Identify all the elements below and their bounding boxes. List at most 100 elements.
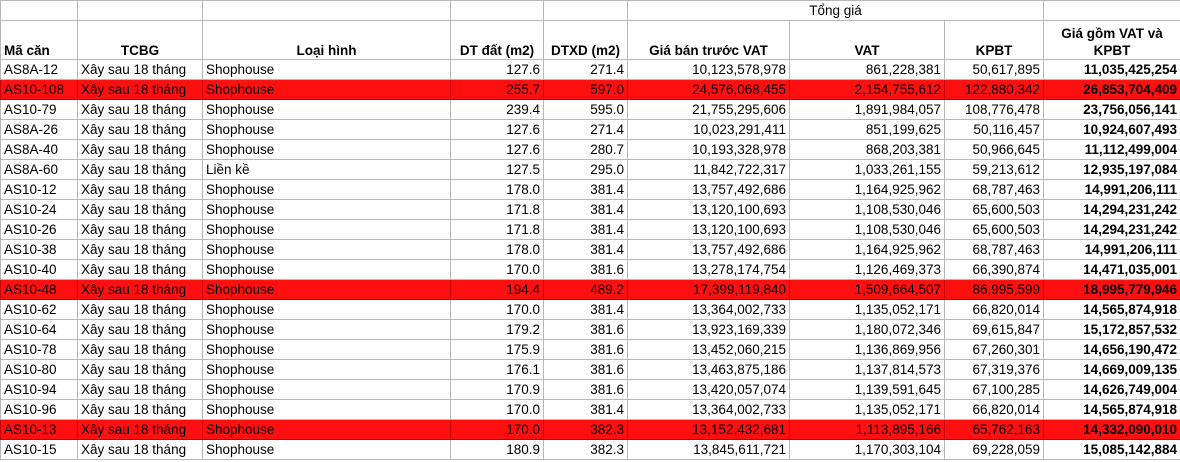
- cell-tcbg: Xây sau 18 tháng: [77, 319, 203, 340]
- header-kpbt: KPBT: [943, 20, 1045, 60]
- cell-gia-ban-truoc-vat: 13,120,100,693: [627, 219, 790, 240]
- cell-dt-dat: 176.1: [450, 359, 544, 380]
- cell-kpbt: 66,820,014: [943, 399, 1045, 420]
- cell-loai-hinh: Shophouse: [202, 179, 451, 200]
- header-loai-hinh: Loại hình: [202, 20, 451, 60]
- blank-cell: [77, 0, 203, 21]
- cell-gia-ban-truoc-vat: 24,576,068,455: [627, 79, 790, 100]
- header-tcbg: TCBG: [77, 20, 203, 60]
- cell-kpbt: 86,995,599: [943, 279, 1045, 300]
- table-row: AS8A-60 Xây sau 18 tháng Liền kề 127.5 295.0…: [0, 159, 1180, 180]
- cell-ma-can: AS10-78: [0, 339, 78, 360]
- cell-loai-hinh: Shophouse: [202, 59, 451, 80]
- cell-ma-can: AS10-79: [0, 99, 78, 120]
- cell-dtxd: 271.4: [543, 59, 628, 80]
- cell-vat: 868,203,381: [789, 139, 945, 160]
- cell-kpbt: 66,390,874: [943, 259, 1045, 280]
- cell-dt-dat: 127.5: [450, 159, 544, 180]
- table-row: AS10-13 Xây sau 18 tháng Shophouse 170.0 382…: [0, 419, 1180, 440]
- cell-tcbg: Xây sau 18 tháng: [77, 79, 203, 100]
- cell-gia-ban-truoc-vat: 13,152,432,681: [627, 419, 790, 440]
- cell-gia-gom-vat-kpbt: 26,853,704,409: [1043, 79, 1180, 100]
- cell-dt-dat: 170.0: [450, 299, 544, 320]
- cell-gia-ban-truoc-vat: 13,120,100,693: [627, 199, 790, 220]
- cell-dt-dat: 178.0: [450, 179, 544, 200]
- table-row: AS10-62 Xây sau 18 tháng Shophouse 170.0 381…: [0, 299, 1180, 320]
- cell-gia-gom-vat-kpbt: 14,991,206,111: [1043, 239, 1180, 260]
- cell-gia-gom-vat-kpbt: 12,935,197,084: [1043, 159, 1180, 180]
- table-row: AS10-15 Xây sau 18 tháng Shophouse 180.9 382…: [0, 439, 1180, 460]
- cell-dt-dat: 175.9: [450, 339, 544, 360]
- cell-vat: 1,033,261,155: [789, 159, 945, 180]
- cell-dtxd: 381.6: [543, 259, 628, 280]
- table-row: AS10-40 Xây sau 18 tháng Shophouse 170.0 381…: [0, 259, 1180, 280]
- group-header-row: Tổng giá: [0, 0, 1180, 21]
- cell-tcbg: Xây sau 18 tháng: [77, 439, 203, 460]
- cell-gia-ban-truoc-vat: 21,755,295,606: [627, 99, 790, 120]
- cell-dt-dat: 171.8: [450, 219, 544, 240]
- cell-loai-hinh: Shophouse: [202, 259, 451, 280]
- cell-loai-hinh: Shophouse: [202, 339, 451, 360]
- cell-tcbg: Xây sau 18 tháng: [77, 139, 203, 160]
- cell-ma-can: AS10-94: [0, 379, 78, 400]
- cell-vat: 1,164,925,962: [789, 179, 945, 200]
- cell-tcbg: Xây sau 18 tháng: [77, 399, 203, 420]
- cell-vat: 1,136,869,956: [789, 339, 945, 360]
- column-header-row: Mã căn TCBG Loại hình DT đất (m2) DTXD (…: [0, 20, 1180, 60]
- cell-gia-gom-vat-kpbt: 14,656,190,472: [1043, 339, 1180, 360]
- cell-loai-hinh: Shophouse: [202, 119, 451, 140]
- cell-kpbt: 122,880,342: [943, 79, 1045, 100]
- blank-cell: [0, 0, 78, 21]
- cell-vat: 1,139,591,645: [789, 379, 945, 400]
- cell-tcbg: Xây sau 18 tháng: [77, 59, 203, 80]
- cell-dt-dat: 178.0: [450, 239, 544, 260]
- cell-loai-hinh: Shophouse: [202, 299, 451, 320]
- table-row: AS10-80 Xây sau 18 tháng Shophouse 176.1 381…: [0, 359, 1180, 380]
- cell-tcbg: Xây sau 18 tháng: [77, 259, 203, 280]
- cell-ma-can: AS10-96: [0, 399, 78, 420]
- cell-loai-hinh: Shophouse: [202, 99, 451, 120]
- cell-kpbt: 66,820,014: [943, 299, 1045, 320]
- table-row: AS10-64 Xây sau 18 tháng Shophouse 179.2 381…: [0, 319, 1180, 340]
- cell-ma-can: AS10-26: [0, 219, 78, 240]
- cell-vat: 1,137,814,573: [789, 359, 945, 380]
- table-row: AS10-24 Xây sau 18 tháng Shophouse 171.8 381…: [0, 199, 1180, 220]
- cell-dt-dat: 127.6: [450, 139, 544, 160]
- cell-loai-hinh: Shophouse: [202, 399, 451, 420]
- cell-ma-can: AS10-40: [0, 259, 78, 280]
- cell-dtxd: 382.3: [543, 439, 628, 460]
- cell-gia-ban-truoc-vat: 13,757,492,686: [627, 239, 790, 260]
- cell-gia-gom-vat-kpbt: 14,294,231,242: [1043, 219, 1180, 240]
- cell-ma-can: AS10-38: [0, 239, 78, 260]
- cell-dt-dat: 239.4: [450, 99, 544, 120]
- cell-dtxd: 381.4: [543, 199, 628, 220]
- cell-kpbt: 50,966,645: [943, 139, 1045, 160]
- blank-cell: [543, 0, 628, 21]
- cell-loai-hinh: Shophouse: [202, 219, 451, 240]
- table-row: AS10-108 Xây sau 18 tháng Shophouse 255.7 59…: [0, 79, 1180, 100]
- cell-gia-gom-vat-kpbt: 23,756,056,141: [1043, 99, 1180, 120]
- cell-kpbt: 108,776,478: [943, 99, 1045, 120]
- cell-ma-can: AS8A-12: [0, 59, 78, 80]
- cell-gia-gom-vat-kpbt: 15,085,142,884: [1043, 439, 1180, 460]
- cell-vat: 851,199,625: [789, 119, 945, 140]
- cell-tcbg: Xây sau 18 tháng: [77, 239, 203, 260]
- group-header-total-price: Tổng giá: [626, 0, 1045, 21]
- cell-loai-hinh: Liền kề: [202, 159, 451, 180]
- cell-tcbg: Xây sau 18 tháng: [77, 339, 203, 360]
- cell-tcbg: Xây sau 18 tháng: [77, 279, 203, 300]
- cell-loai-hinh: Shophouse: [202, 279, 451, 300]
- cell-tcbg: Xây sau 18 tháng: [77, 379, 203, 400]
- cell-dt-dat: 171.8: [450, 199, 544, 220]
- cell-dt-dat: 127.6: [450, 59, 544, 80]
- cell-vat: 1,108,530,046: [789, 199, 945, 220]
- cell-ma-can: AS10-13: [0, 419, 78, 440]
- cell-vat: 1,170,303,104: [789, 439, 945, 460]
- table-row: AS8A-40 Xây sau 18 tháng Shophouse 127.6 280…: [0, 139, 1180, 160]
- cell-loai-hinh: Shophouse: [202, 359, 451, 380]
- cell-dt-dat: 170.9: [450, 379, 544, 400]
- cell-kpbt: 69,228,059: [943, 439, 1045, 460]
- cell-ma-can: AS10-64: [0, 319, 78, 340]
- cell-gia-ban-truoc-vat: 13,463,875,186: [627, 359, 790, 380]
- table-row: AS10-94 Xây sau 18 tháng Shophouse 170.9 381…: [0, 379, 1180, 400]
